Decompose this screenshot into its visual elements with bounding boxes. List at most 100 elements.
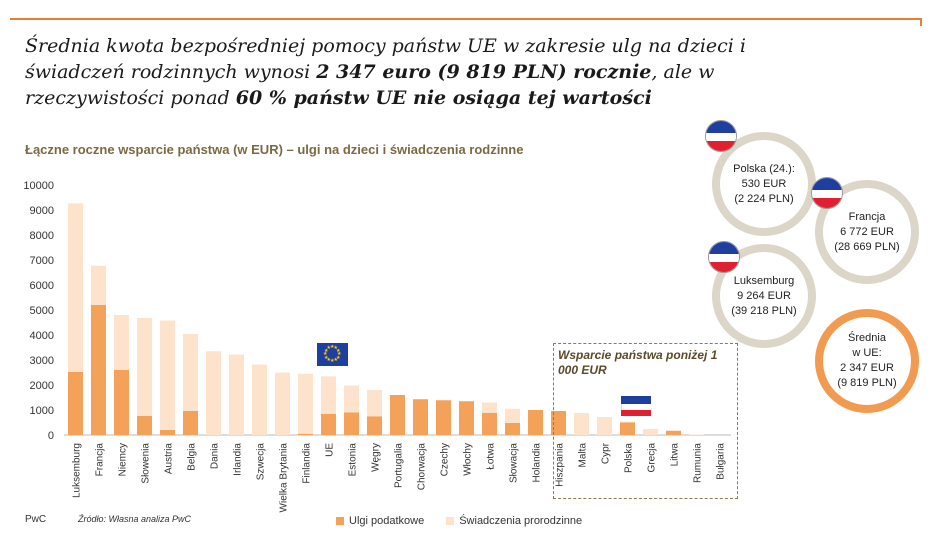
bar-benefits-segment [482, 402, 497, 413]
bar-benefits-segment [505, 408, 520, 423]
bar-tax-segment [528, 410, 543, 435]
x-tick-label: Szwecja [256, 443, 267, 481]
title-bold-2: 60 % państw UE nie osiąga tej wartości [235, 87, 652, 109]
title-part-1: Średnia kwota bezpośredniej pomocy państ… [25, 35, 746, 83]
bubble-france-line1: Francja [848, 210, 886, 223]
bar-benefits-segment [321, 376, 336, 414]
source-note: Źródło: Własna analiza PwC [78, 514, 192, 524]
bar-tax-segment [91, 305, 106, 435]
y-tick-label: 5000 [30, 305, 54, 317]
brand-label: PwC [25, 514, 47, 525]
x-tick-label: Grecja [647, 443, 658, 473]
bubble-average-line2: 2 347 EUR [840, 362, 894, 374]
top-rule [10, 18, 922, 20]
x-tick-label: Malta [578, 443, 589, 468]
legend-label-tax: Ulgi podatkowe [349, 515, 425, 527]
x-tick-label: Włochy [463, 443, 474, 476]
bubble-average-line1b: w UE: [852, 347, 882, 359]
bar-benefits-segment [689, 434, 704, 435]
y-tick-label: 1000 [30, 405, 54, 417]
legend-item-benefits: Świadczenia prorodzinne [446, 515, 582, 527]
x-tick-label: Czechy [440, 443, 451, 476]
bar-tax-segment [436, 400, 451, 435]
bar-benefits-segment [160, 320, 175, 430]
bar-benefits-segment [114, 315, 129, 370]
bubble-luxembourg-line3: (39 218 PLN) [731, 304, 797, 317]
x-tick-label: Rumunia [693, 443, 704, 483]
bar-tax-segment [298, 433, 313, 435]
x-tick-label: Polska [624, 443, 635, 473]
legend-swatch-tax [336, 517, 344, 525]
bar-tax-segment [505, 423, 520, 435]
bubble-france-line3: (28 669 PLN) [834, 240, 900, 253]
x-tick-label: Bułgaria [716, 443, 727, 480]
x-tick-label: Łotwa [486, 443, 497, 470]
bar-benefits-segment [620, 421, 635, 423]
bubble-average-line1: Średnia [848, 332, 886, 344]
chart-legend: Ulgi podatkowe Świadczenia prorodzinne [336, 515, 582, 527]
chart-title: Łączne roczne wsparcie państwa (w EUR) –… [25, 142, 524, 157]
bubble-luxembourg-line1: Luksemburg [733, 274, 795, 287]
bar-tax-segment [620, 422, 635, 435]
bar-benefits-segment [643, 429, 658, 435]
legend-item-tax: Ulgi podatkowe [336, 515, 424, 527]
x-tick-label: Litwa [670, 443, 681, 467]
bubble-poland-line3: (2 224 PLN) [734, 192, 794, 205]
bar-tax-segment [344, 412, 359, 435]
bubble-luxembourg-line2: 9 264 EUR [737, 289, 791, 302]
y-tick-label: 0 [48, 430, 54, 442]
bar-tax-segment [321, 413, 336, 435]
poland-badge-icon [705, 120, 737, 152]
y-tick-label: 7000 [30, 255, 54, 267]
bar-tax-segment [160, 430, 175, 435]
bar-benefits-segment [206, 351, 221, 435]
below-1000-box [553, 343, 738, 499]
top-rule-tick [920, 18, 922, 26]
y-tick-label: 2000 [30, 380, 54, 392]
bubble-poland-line2: 530 EUR [741, 177, 787, 190]
bar-benefits-segment [367, 390, 382, 417]
x-tick-label: Luksemburg [72, 443, 83, 498]
bubble-eu-average: Średnia w UE: 2 347 EUR (9 819 PLN) [815, 309, 919, 413]
x-tick-label: UE [325, 443, 336, 457]
bubble-france: Francja 6 772 EUR (28 669 PLN) [815, 180, 919, 284]
x-tick-label: Wielka Brytania [279, 443, 290, 513]
bar-tax-segment [413, 399, 428, 435]
bar-tax-segment [68, 372, 83, 435]
bubble-france-line2: 6 772 EUR [840, 225, 894, 238]
x-tick-label: Słowenia [141, 443, 152, 484]
bar-tax-segment [666, 430, 681, 435]
x-tick-label: Irlandia [233, 443, 244, 476]
bar-benefits-segment [68, 203, 83, 372]
bar-tax-segment [137, 416, 152, 435]
poland-flag-icon [621, 396, 652, 416]
bar-benefits-segment [275, 372, 290, 435]
x-tick-label: Słowacja [509, 443, 520, 483]
x-tick-label: Niemcy [118, 443, 129, 476]
legend-label-benefits: Świadczenia prorodzinne [459, 515, 583, 527]
france-badge-icon [811, 177, 843, 209]
x-tick-label: Hiszpania [555, 443, 566, 487]
title-bold-1: 2 347 euro (9 819 PLN) rocznie [316, 61, 652, 83]
luxembourg-badge-icon [708, 241, 740, 273]
x-tick-label: Finlandia [302, 443, 313, 484]
bar-benefits-segment [91, 265, 106, 305]
x-tick-label: Portugalia [394, 443, 405, 488]
y-tick-label: 6000 [30, 280, 54, 292]
bar-benefits-segment [252, 364, 267, 435]
bar-benefits-segment [137, 318, 152, 416]
bubble-average-line3: (9 819 PLN) [837, 377, 897, 389]
x-tick-label: Chorwacja [417, 443, 428, 491]
y-tick-label: 4000 [30, 330, 54, 342]
x-tick-label: Cypr [601, 442, 612, 464]
bar-tax-segment [367, 416, 382, 435]
bar-tax-segment [114, 370, 129, 435]
y-tick-label: 10000 [23, 180, 54, 192]
bar-benefits-segment [298, 373, 313, 434]
bar-benefits-segment [344, 385, 359, 413]
bar-tax-segment [390, 395, 405, 435]
x-tick-label: Francja [95, 443, 106, 477]
x-tick-label: Austria [164, 443, 175, 475]
y-tick-label: 3000 [30, 355, 54, 367]
